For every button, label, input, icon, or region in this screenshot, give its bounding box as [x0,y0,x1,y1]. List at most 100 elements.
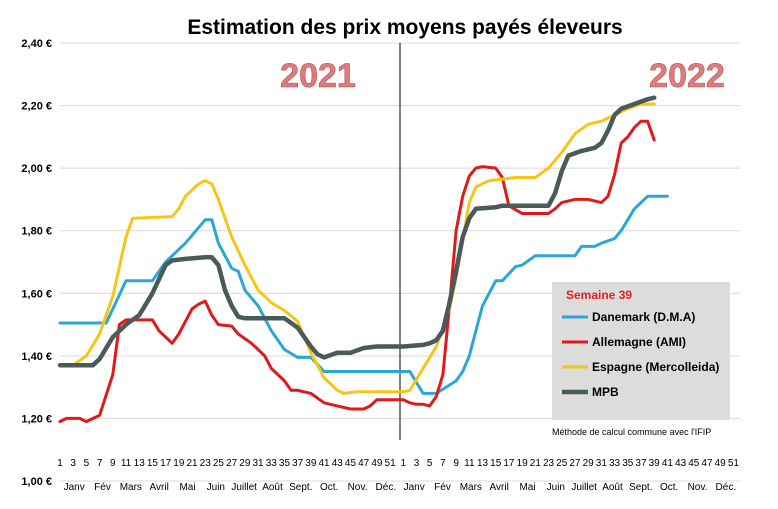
series-lines [57,95,669,424]
x-tick-label: 39 [305,458,317,469]
y-axis-ticks: 1,00 € 1,20 € 1,40 € 1,60 € 1,80 € 2,00 € 2,20… [21,38,52,488]
x-tick-label: 27 [226,458,238,469]
method-note: Méthode de calcul commune avec l'IFIP [552,427,711,437]
month-label: Août [262,482,283,493]
year-label-2022: 2022 [649,57,725,95]
x-tick-label: 29 [239,458,251,469]
x-tick-label: 31 [596,458,608,469]
month-label: Oct. [320,482,338,493]
x-tick-label: 9 [453,458,459,469]
x-tick-label: 49 [715,458,727,469]
month-label: Juin [207,482,225,493]
x-tick-label: 11 [464,458,475,469]
x-tick-label: 37 [292,458,304,469]
x-tick-label: 51 [385,458,397,469]
x-tick-label: 47 [358,458,370,469]
month-label: Juin [547,482,565,493]
legend-box [552,282,730,420]
x-tick-label: 5 [84,458,90,469]
month-label: Déc. [716,482,737,493]
month-label: Mai [519,482,535,493]
x-tick-label: 39 [649,458,661,469]
month-label: Mars [120,482,142,493]
x-tick-label: 9 [110,458,116,469]
month-label: Janv [404,482,425,493]
month-label: Sept. [289,482,312,493]
x-tick-label: 27 [569,458,581,469]
x-tick-label: 33 [609,458,621,469]
y-tick-label: 1,00 € [21,476,52,488]
year-label-2021: 2021 [280,57,356,95]
x-tick-label: 1 [57,458,63,469]
y-tick-label: 1,40 € [21,351,52,363]
x-tick-label: 25 [213,458,225,469]
chart-title: Estimation des prix moyens payés éleveur… [187,16,622,39]
month-label: Fév [94,482,111,493]
x-tick-label: 43 [332,458,344,469]
month-label: Déc. [376,482,397,493]
x-tick-label: 7 [440,458,446,469]
x-tick-label: 51 [728,458,740,469]
month-label: Nov. [688,482,708,493]
month-label: Nov. [348,482,368,493]
x-tick-label: 23 [543,458,555,469]
series-line [58,119,656,424]
legend-label: MPB [592,385,619,399]
series-line [58,102,656,395]
month-label: Juillet [231,482,257,493]
x-tick-label: 49 [371,458,383,469]
x-tick-label: 15 [147,458,159,469]
x-tick-label: 43 [675,458,687,469]
x-tick-label: 1 [401,458,407,469]
x-tick-label: 3 [414,458,420,469]
legend-label: Allemagne (AMI) [592,335,686,349]
legend-title: Semaine 39 [566,288,632,302]
series-line [58,194,669,395]
month-label: Oct. [660,482,678,493]
x-tick-label: 17 [160,458,172,469]
month-label: Avril [150,482,169,493]
x-tick-label: 29 [583,458,595,469]
legend: Semaine 39 Danemark (D.M.A) Allemagne (AM… [552,282,730,420]
month-label: Fév [434,482,451,493]
x-tick-label: 17 [503,458,515,469]
x-tick-label: 11 [121,458,132,469]
month-label: Juillet [571,482,597,493]
month-label: Avril [490,482,509,493]
month-label: Mars [460,482,482,493]
x-tick-label: 13 [134,458,146,469]
x-tick-label: 25 [556,458,568,469]
x-tick-label: 3 [70,458,76,469]
x-tick-label: 19 [517,458,529,469]
x-tick-label: 35 [279,458,291,469]
x-tick-label: 37 [635,458,647,469]
x-tick-label: 21 [186,458,198,469]
x-tick-label: 35 [622,458,634,469]
x-tick-label: 15 [490,458,502,469]
month-label: Août [602,482,623,493]
y-tick-label: 2,00 € [21,163,52,175]
x-tick-label: 21 [530,458,542,469]
x-axis-months: Janv Fév Mars Avril Mai Juin Juillet Août Sept. O… [64,482,737,493]
x-tick-label: 23 [200,458,212,469]
x-tick-label: 31 [252,458,264,469]
x-tick-label: 33 [266,458,278,469]
x-tick-label: 45 [688,458,700,469]
x-axis-week-ticks: 1 3 5 7 9 11 13 15 17 19 21 23 25 27 29 31 33 35 37 39 41 43 4… [57,458,739,469]
y-tick-label: 2,20 € [21,101,52,113]
x-tick-label: 41 [319,458,331,469]
x-tick-label: 7 [97,458,103,469]
month-label: Janv [64,482,85,493]
y-tick-label: 2,40 € [21,38,52,50]
month-label: Sept. [629,482,652,493]
x-tick-label: 5 [427,458,433,469]
legend-label: Danemark (D.M.A) [592,310,695,324]
x-tick-label: 47 [701,458,713,469]
legend-items: Danemark (D.M.A) Allemagne (AMI) Espagne (… [562,310,719,399]
y-tick-label: 1,60 € [21,288,52,300]
series-line [57,95,657,368]
month-label: Mai [179,482,195,493]
x-tick-label: 41 [662,458,674,469]
y-tick-label: 1,80 € [21,226,52,238]
